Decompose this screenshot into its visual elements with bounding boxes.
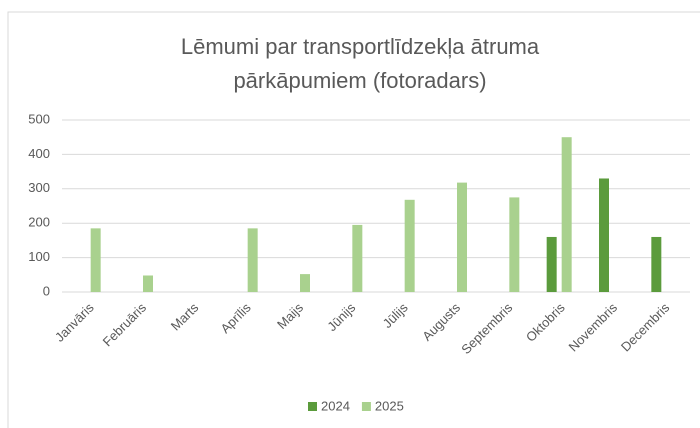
y-tick-label: 400 — [28, 146, 50, 161]
bar — [90, 228, 101, 292]
legend-label: 2024 — [321, 398, 350, 413]
bar — [457, 182, 467, 292]
chart-frame — [7, 11, 700, 428]
chart-title: Lēmumi par transportlīdzekļa ātruma pārk… — [180, 34, 540, 93]
x-tick-label: Aprīlis — [218, 300, 254, 336]
x-tick-label: Februāris — [100, 300, 150, 350]
bar — [247, 228, 258, 292]
bar — [352, 224, 363, 292]
bar — [599, 178, 609, 292]
x-tick-label: Novembris — [566, 300, 621, 355]
x-tick-label: Jūnijs — [324, 300, 358, 334]
x-tick-label: Septembris — [458, 300, 515, 357]
y-tick-label: 300 — [28, 180, 50, 195]
y-tick-label: 500 — [28, 111, 50, 126]
bar — [561, 137, 572, 292]
bar — [300, 274, 310, 292]
bar — [404, 199, 415, 292]
x-tick-label: Marts — [168, 300, 202, 334]
legend-label: 2025 — [375, 398, 404, 413]
y-tick-label: 100 — [28, 249, 50, 264]
y-tick-label: 200 — [28, 215, 50, 230]
y-tick-label: 0 — [43, 283, 50, 298]
x-tick-label: Jūlijs — [380, 300, 411, 331]
bar — [651, 236, 662, 292]
legend-swatch — [361, 402, 371, 411]
bar — [143, 275, 153, 292]
legend-swatch — [308, 402, 317, 411]
x-tick-label: Oktobris — [523, 300, 568, 345]
bar — [509, 197, 520, 292]
bar — [546, 236, 557, 292]
x-tick-label: Decembris — [618, 300, 673, 355]
x-tick-label: Maijs — [274, 300, 306, 332]
x-tick-label: Janvāris — [52, 300, 97, 345]
x-tick-label: Augusts — [419, 300, 463, 344]
